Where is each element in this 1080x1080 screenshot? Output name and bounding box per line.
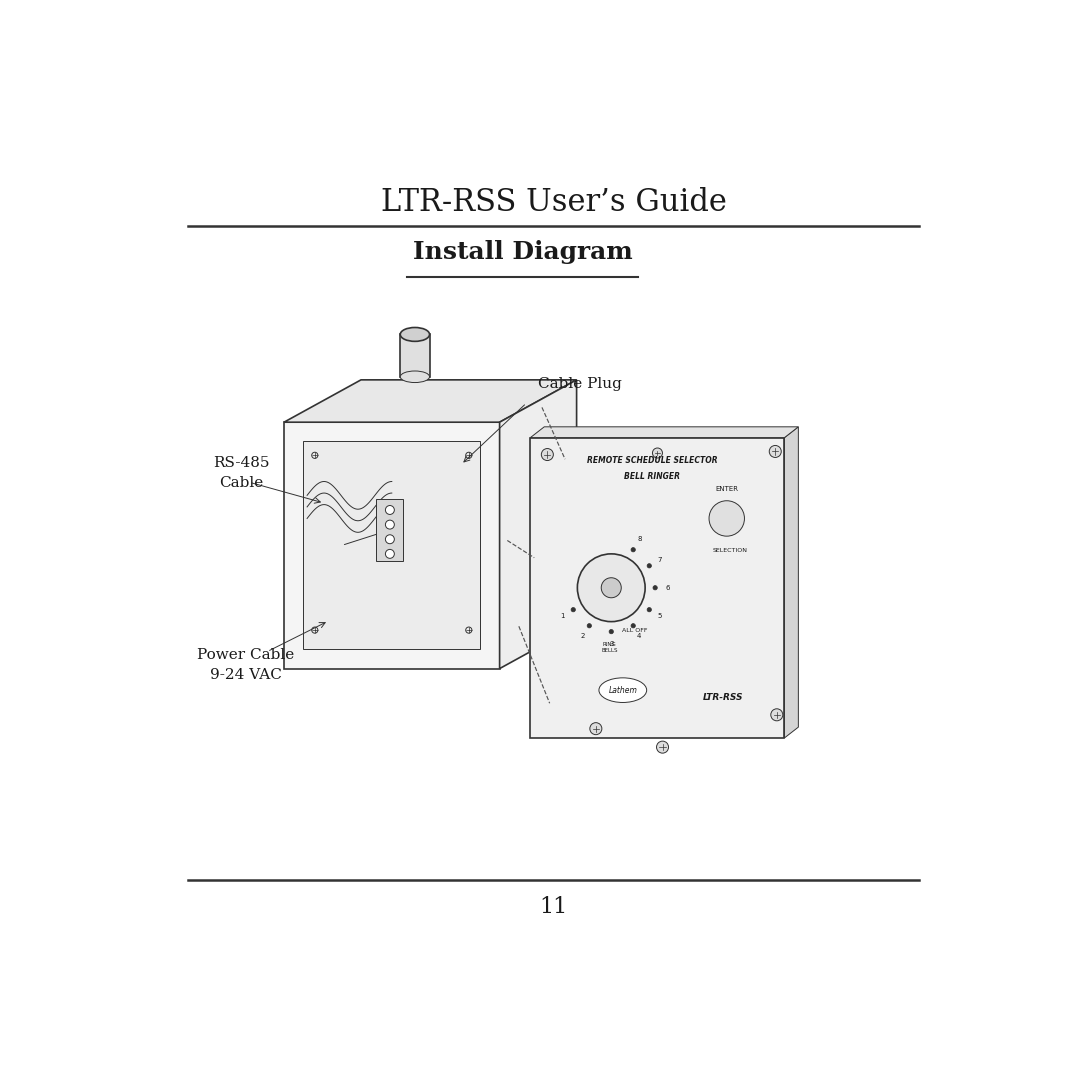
- Text: 11: 11: [539, 896, 568, 918]
- Circle shape: [653, 585, 658, 590]
- Polygon shape: [284, 422, 500, 669]
- Text: RS-485: RS-485: [214, 456, 270, 470]
- Text: 5: 5: [658, 612, 662, 619]
- Polygon shape: [284, 380, 577, 422]
- Circle shape: [769, 445, 781, 458]
- Text: REMOTE SCHEDULE SELECTOR: REMOTE SCHEDULE SELECTOR: [588, 456, 718, 465]
- Text: Power Cable: Power Cable: [197, 648, 294, 662]
- Text: 3: 3: [609, 640, 613, 647]
- Circle shape: [647, 608, 651, 612]
- Circle shape: [602, 578, 621, 597]
- Text: ENTER: ENTER: [715, 486, 739, 492]
- Circle shape: [647, 564, 651, 568]
- Text: 6: 6: [665, 584, 670, 591]
- Circle shape: [657, 741, 669, 753]
- Ellipse shape: [599, 678, 647, 702]
- Circle shape: [578, 554, 645, 622]
- Circle shape: [631, 623, 635, 627]
- Polygon shape: [530, 427, 798, 437]
- Text: LTR-RSS: LTR-RSS: [703, 693, 743, 702]
- Text: Cable: Cable: [219, 476, 264, 490]
- Circle shape: [609, 630, 613, 634]
- Ellipse shape: [401, 327, 430, 341]
- Circle shape: [590, 723, 602, 734]
- Polygon shape: [530, 437, 784, 738]
- Circle shape: [386, 550, 394, 558]
- Circle shape: [386, 535, 394, 543]
- Text: 8: 8: [637, 536, 642, 542]
- Text: SELECTION: SELECTION: [713, 548, 748, 553]
- Circle shape: [652, 448, 662, 458]
- Circle shape: [571, 608, 576, 612]
- Text: 9-24 VAC: 9-24 VAC: [210, 669, 282, 683]
- Text: 1: 1: [561, 612, 565, 619]
- Polygon shape: [784, 427, 798, 738]
- Polygon shape: [401, 335, 430, 377]
- Text: 7: 7: [658, 556, 662, 563]
- Circle shape: [588, 623, 592, 627]
- Ellipse shape: [401, 372, 430, 382]
- Text: Lathem: Lathem: [608, 686, 637, 694]
- Text: BELL RINGER: BELL RINGER: [624, 472, 680, 481]
- Polygon shape: [500, 380, 577, 669]
- Text: Install Diagram: Install Diagram: [413, 241, 633, 265]
- Polygon shape: [303, 442, 481, 649]
- Text: 4: 4: [637, 634, 642, 639]
- Circle shape: [541, 448, 553, 460]
- FancyBboxPatch shape: [377, 499, 403, 561]
- Circle shape: [771, 708, 783, 720]
- Circle shape: [386, 521, 394, 529]
- Circle shape: [631, 548, 635, 552]
- Text: LTR-RSS User’s Guide: LTR-RSS User’s Guide: [380, 187, 727, 218]
- Circle shape: [710, 501, 744, 536]
- Text: ALL OFF: ALL OFF: [622, 627, 647, 633]
- Text: Cable Plug: Cable Plug: [538, 377, 622, 391]
- Text: 2: 2: [581, 634, 585, 639]
- Text: RING
BELLS: RING BELLS: [602, 643, 618, 653]
- Circle shape: [386, 505, 394, 514]
